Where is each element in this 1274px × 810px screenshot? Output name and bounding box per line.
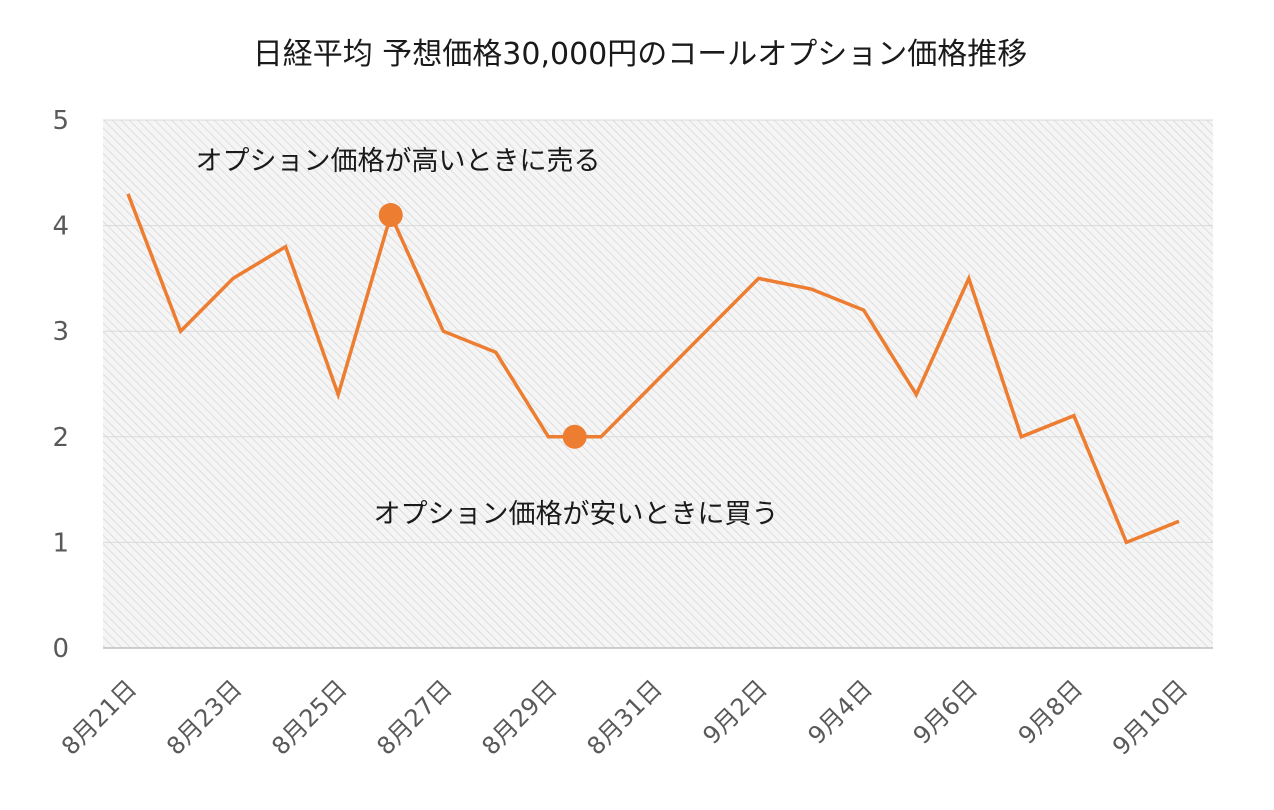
y-tick-label: 4 bbox=[52, 212, 69, 242]
y-axis: 0 1 2 3 4 5 bbox=[52, 106, 69, 664]
x-tick-label: 8月29日 bbox=[477, 674, 563, 760]
x-tick-label: 8月25日 bbox=[266, 674, 352, 760]
annotation-buy: オプション価格が安いときに買う bbox=[374, 499, 779, 530]
chart-title: 日経平均 予想価格30,000円のコールオプション価格推移 bbox=[253, 37, 1028, 72]
y-tick-label: 5 bbox=[52, 106, 69, 136]
x-axis: 8月21日 8月23日 8月25日 8月27日 8月29日 8月31日 9月2日 9月4日 9月… bbox=[56, 674, 1193, 760]
x-tick-label: 8月23日 bbox=[161, 674, 247, 760]
x-tick-label: 9月6日 bbox=[908, 674, 983, 749]
gridlines bbox=[103, 119, 1213, 649]
x-tick-label: 8月21日 bbox=[56, 674, 142, 760]
marker-layer bbox=[378, 203, 587, 449]
annotation-sell: オプション価格が高いときに売る bbox=[196, 146, 601, 177]
highlight-marker bbox=[378, 203, 403, 228]
x-tick-label: 8月31日 bbox=[582, 674, 668, 760]
x-tick-label: 9月8日 bbox=[1013, 674, 1088, 749]
series-line-0 bbox=[126, 193, 1180, 545]
highlight-marker bbox=[562, 424, 587, 449]
series-layer bbox=[126, 193, 1180, 545]
x-tick-label: 9月10日 bbox=[1107, 674, 1193, 760]
x-tick-label: 9月4日 bbox=[803, 674, 878, 749]
y-tick-label: 3 bbox=[52, 317, 69, 347]
y-tick-label: 2 bbox=[52, 423, 69, 453]
x-tick-label: 9月2日 bbox=[698, 674, 773, 749]
y-tick-label: 0 bbox=[52, 634, 69, 664]
x-tick-label: 8月27日 bbox=[371, 674, 457, 760]
y-tick-label: 1 bbox=[52, 528, 69, 558]
plot-area bbox=[103, 120, 1213, 648]
